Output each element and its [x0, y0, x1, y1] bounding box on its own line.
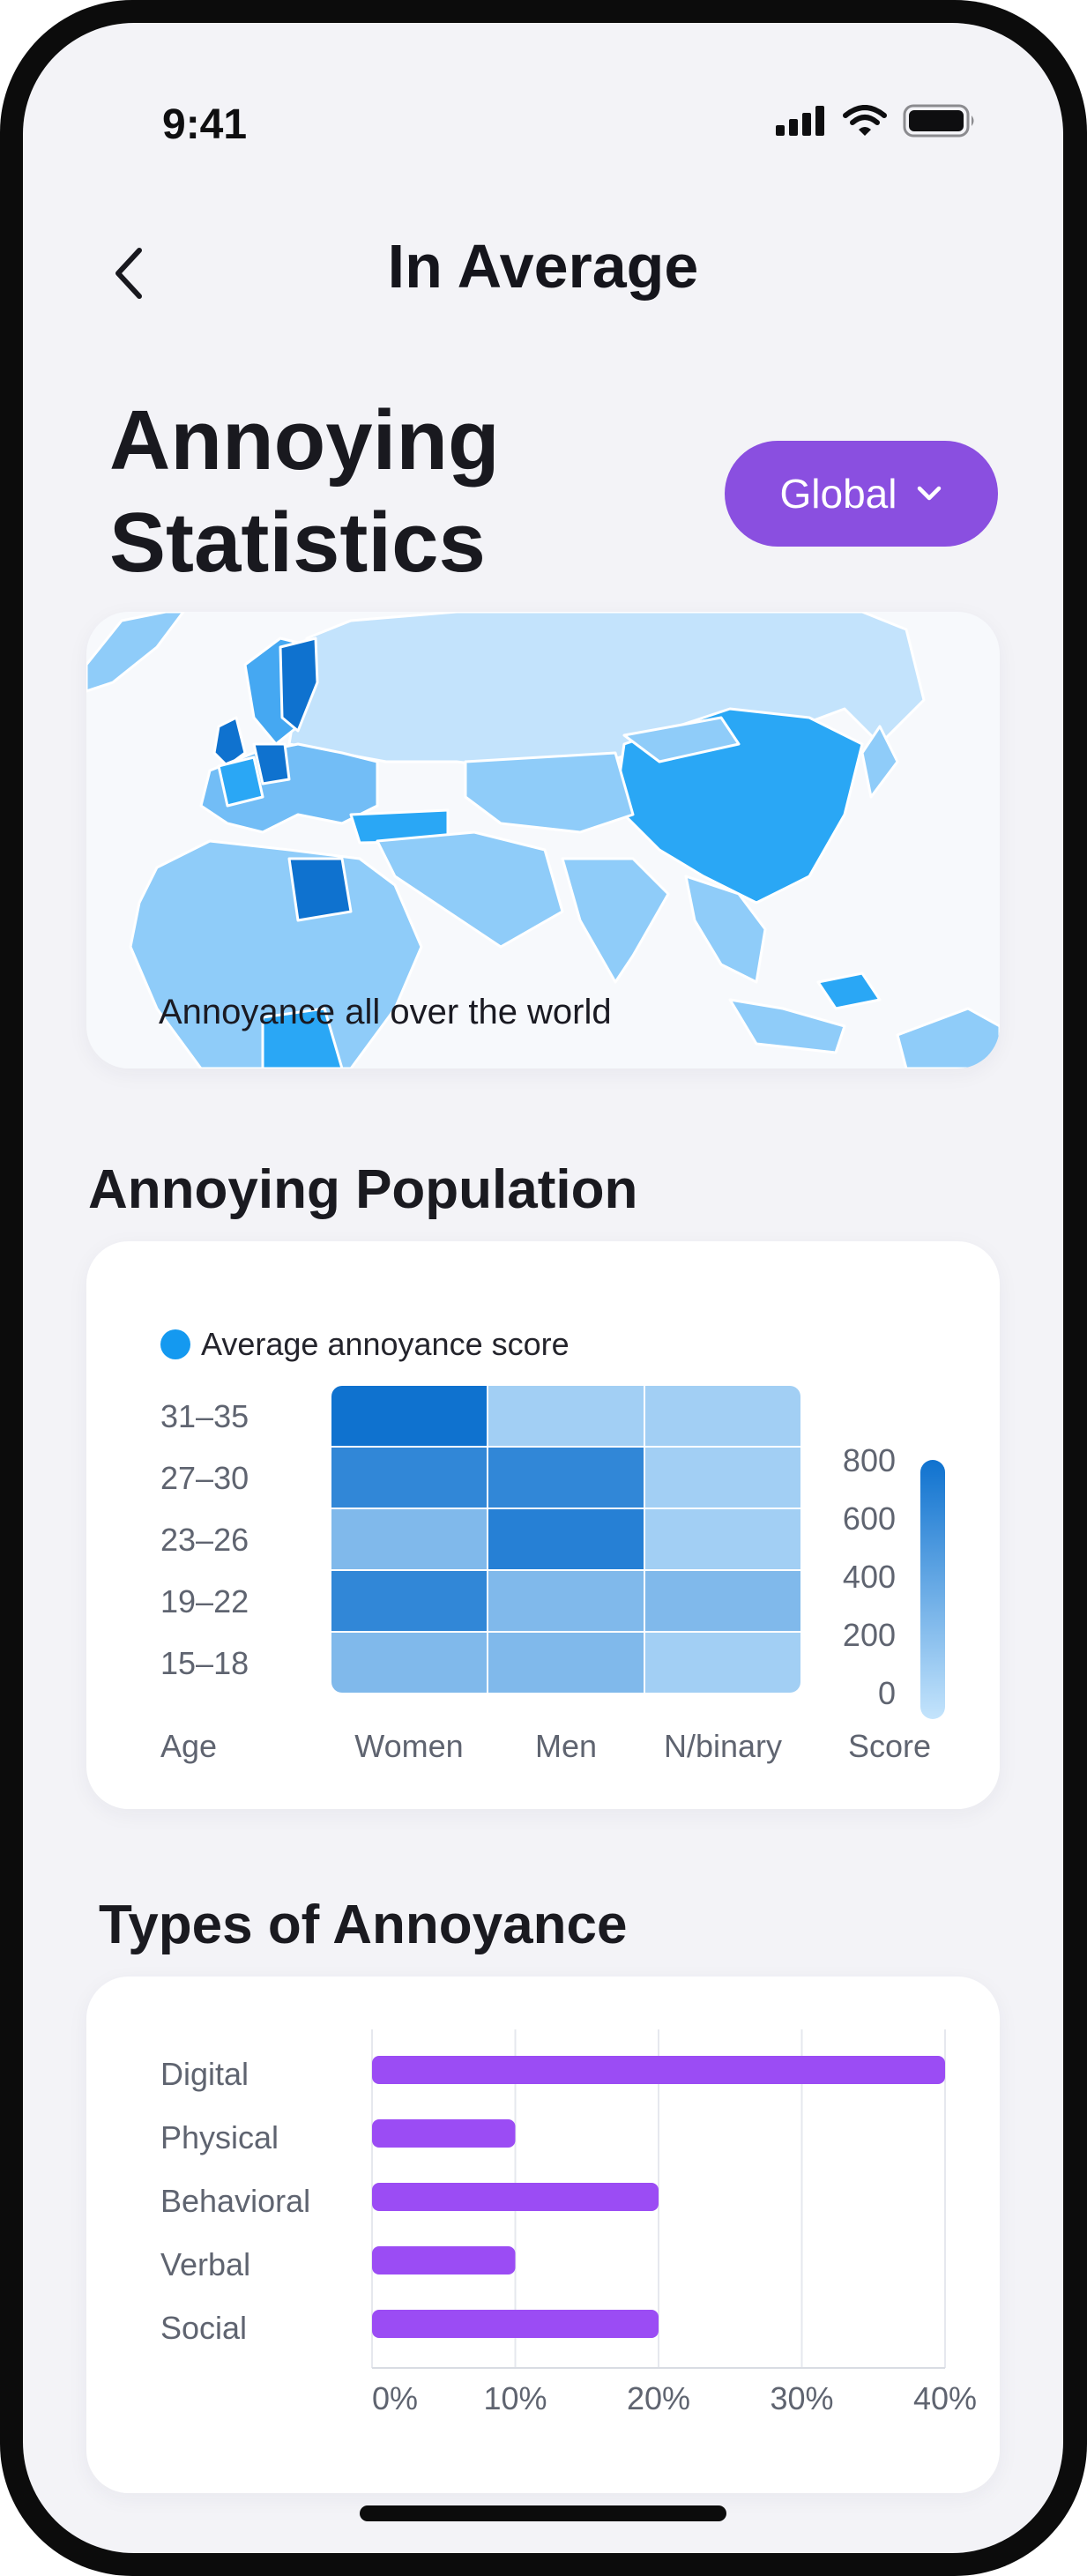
- status-icons: [776, 104, 977, 138]
- heatmap-cell: [488, 1448, 644, 1508]
- x-tick-label: 0%: [371, 2380, 419, 2416]
- bar: [372, 2119, 516, 2148]
- map-caption: Annoyance all over the world: [159, 993, 612, 1031]
- heatmap-cell: [488, 1386, 644, 1446]
- map-region-india: [561, 857, 670, 984]
- nav-title: In Average: [387, 232, 699, 301]
- x-tick-label: 40%: [912, 2380, 978, 2416]
- heatmap-cell: [645, 1386, 800, 1446]
- x-tick-label: 10%: [483, 2380, 547, 2416]
- colorbar-tick-label: 0: [877, 1675, 896, 1711]
- annoyance-types-card: Digital Physical Behavioral Verbal Social 0% 1…: [86, 1977, 1000, 2493]
- heatmap-cell: [645, 1571, 800, 1631]
- bar-category-label: Behavioral: [160, 2183, 311, 2219]
- heatmap-cell: [331, 1448, 487, 1508]
- chevron-left-icon: [115, 248, 142, 299]
- home-indicator[interactable]: [360, 2505, 726, 2521]
- colorbar-label: Score: [847, 1728, 931, 1764]
- heatmap-cell: [488, 1633, 644, 1693]
- map-region-middle-east: [376, 830, 564, 949]
- bar: [372, 2310, 659, 2338]
- heatmap-column-label: Women: [354, 1728, 464, 1764]
- map-region-japan: [860, 725, 899, 799]
- heatmap-svg: [331, 1386, 945, 1719]
- colorbar-tick-label: 800: [842, 1442, 896, 1478]
- region-dropdown-label: Global: [779, 471, 897, 517]
- population-heatmap-card: Average annoyance score 31–35 27–30 23–26 1…: [86, 1241, 1000, 1809]
- bar: [372, 2246, 516, 2274]
- page-title-line1: Annoying: [109, 393, 500, 488]
- heatmap-row-label: 27–30: [160, 1460, 249, 1496]
- heatmap-column-label: Men: [534, 1728, 598, 1764]
- bar-category-label: Verbal: [160, 2246, 251, 2282]
- colorbar-tick-label: 400: [842, 1559, 896, 1595]
- heatmap-row-label: 19–22: [160, 1583, 249, 1619]
- chevron-down-icon: [918, 486, 942, 501]
- heatmap-row-label: 23–26: [160, 1522, 249, 1558]
- colorbar-tick-label: 200: [842, 1617, 896, 1653]
- heatmap-cell: [331, 1633, 487, 1693]
- status-time: 9:41: [162, 101, 248, 148]
- map-region-southeast-asia: [684, 875, 767, 984]
- map-region-central-asia: [464, 751, 635, 834]
- heatmap-row-label: 31–35: [160, 1398, 249, 1434]
- map-region-australia: [896, 1007, 1000, 1068]
- world-map: [86, 612, 1000, 1068]
- map-region-germany: [252, 742, 291, 785]
- legend-label: Average annoyance score: [201, 1326, 570, 1362]
- map-region-libya: [287, 857, 353, 922]
- map-region-sweden: [279, 637, 319, 733]
- types-section-title: Types of Annoyance: [99, 1895, 628, 1955]
- heatmap-row-label: 15–18: [160, 1645, 249, 1681]
- region-dropdown[interactable]: Global: [725, 441, 998, 547]
- map-region-congo: [261, 1007, 344, 1068]
- heatmap-axis-label: Age: [160, 1728, 218, 1764]
- map-region-greenland: [86, 612, 185, 693]
- map-region-france: [217, 756, 264, 808]
- bar-category-label: Physical: [160, 2119, 279, 2155]
- heatmap-cell: [488, 1571, 644, 1631]
- map-region-indonesia: [728, 998, 846, 1054]
- heatmap-cell: [331, 1571, 487, 1631]
- bar-chart-svg: [371, 2029, 946, 2369]
- colorbar-tick-label: 600: [842, 1500, 896, 1537]
- heatmap-column-label: N/binary: [663, 1728, 783, 1764]
- world-map-card[interactable]: Annoyance all over the world: [86, 612, 1000, 1068]
- x-tick-label: 20%: [626, 2380, 691, 2416]
- colorbar: [920, 1460, 945, 1719]
- x-tick-label: 30%: [770, 2380, 834, 2416]
- heatmap-cell: [645, 1448, 800, 1508]
- legend-dot: [160, 1329, 190, 1359]
- app-screen: 9:41 In Average Annoying Statistics Glob…: [23, 23, 1063, 2553]
- battery-icon: [903, 104, 974, 138]
- population-section-title: Annoying Population: [88, 1159, 638, 1220]
- bar-category-label: Social: [160, 2310, 248, 2346]
- map-region-papua: [816, 972, 882, 1010]
- heatmap-cell: [645, 1633, 800, 1693]
- heatmap-cell: [488, 1509, 644, 1569]
- wifi-icon: [843, 105, 887, 136]
- map-region-mongolia: [622, 716, 741, 763]
- bar: [372, 2056, 945, 2084]
- bar: [372, 2183, 659, 2211]
- heatmap-cell: [645, 1509, 800, 1569]
- page-title-line2: Statistics: [109, 495, 486, 590]
- heatmap-cell: [331, 1509, 487, 1569]
- cellular-signal-icon: [776, 106, 824, 136]
- back-button[interactable]: [101, 231, 157, 316]
- bar-category-label: Digital: [160, 2056, 249, 2092]
- page-title: Annoying Statistics: [109, 390, 500, 594]
- heatmap-legend: Average annoyance score: [160, 1326, 570, 1363]
- heatmap-cell: [331, 1386, 487, 1446]
